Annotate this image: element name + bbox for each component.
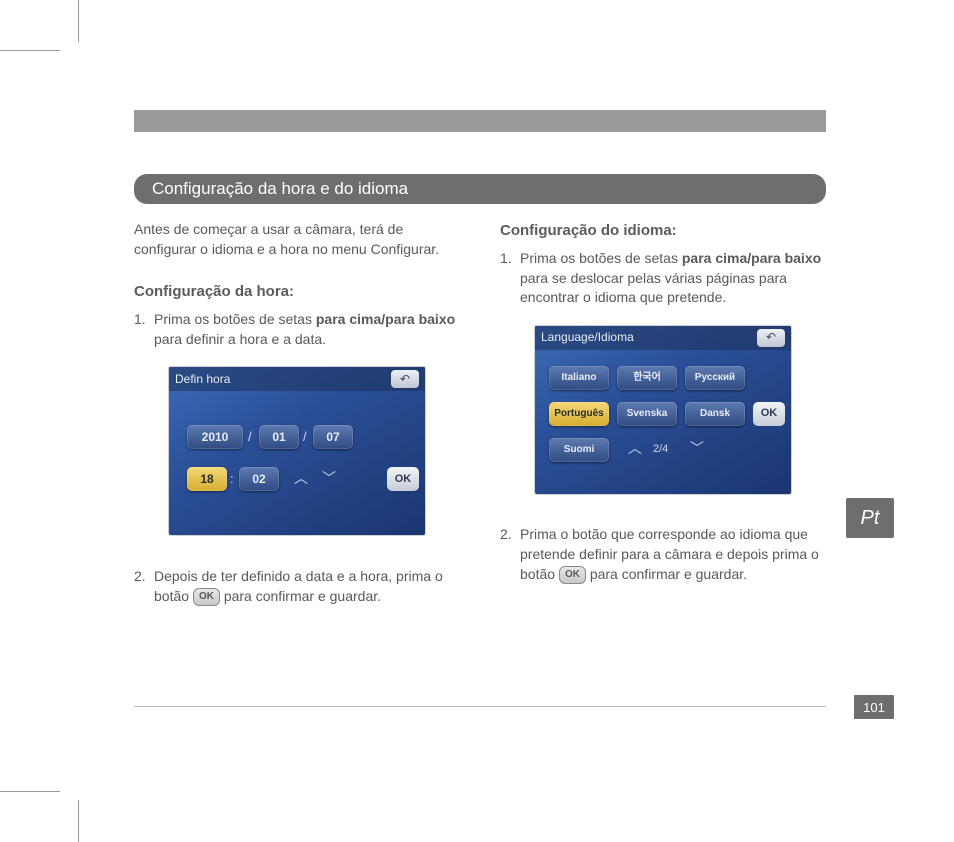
cropmark	[0, 791, 60, 792]
screen-title: Language/Idioma	[541, 329, 634, 346]
chevron-up-icon[interactable]: ︿	[623, 438, 647, 460]
lang-option[interactable]: Svenska	[617, 402, 677, 426]
back-icon[interactable]: ↶	[391, 370, 419, 388]
list-number: 2.	[134, 567, 154, 606]
cropmark	[78, 800, 79, 842]
step-text: para definir a hora e a data.	[154, 331, 326, 347]
day-field[interactable]: 07	[313, 425, 353, 449]
step-bold: para cima/para baixo	[316, 311, 455, 327]
cropmark	[0, 50, 60, 51]
step-bold: para cima/para baixo	[682, 250, 821, 266]
list-number: 1.	[500, 249, 520, 308]
separator: /	[303, 428, 307, 446]
lang-option-selected[interactable]: Português	[549, 402, 609, 426]
right-step-2: 2. Prima o botão que corresponde ao idio…	[500, 525, 826, 584]
screen-title: Defin hora	[175, 371, 230, 388]
chevron-down-icon[interactable]: ﹀	[317, 467, 341, 489]
minute-field[interactable]: 02	[239, 467, 279, 491]
chevron-up-icon[interactable]: ︿	[289, 467, 313, 489]
pager-text: 2/4	[653, 442, 668, 457]
list-number: 2.	[500, 525, 520, 584]
page-content: Configuração da hora e do idioma Antes d…	[134, 110, 874, 618]
step-text: para confirmar e guardar.	[586, 566, 747, 582]
page-number: 101	[854, 695, 894, 719]
step-text: para confirmar e guardar.	[220, 588, 381, 604]
lang-option[interactable]: Русский	[685, 366, 745, 390]
language-tab: Pt	[846, 498, 894, 538]
left-heading: Configuração da hora:	[134, 281, 460, 302]
language-screen: Language/Idioma ↶ Italiano 한국어 Русский P…	[535, 326, 791, 494]
right-step-1: 1. Prima os botões de setas para cima/pa…	[500, 249, 826, 308]
list-number: 1.	[134, 310, 154, 349]
ok-icon: OK	[193, 588, 220, 606]
step-text: Prima os botões de setas	[520, 250, 682, 266]
lang-option[interactable]: Italiano	[549, 366, 609, 390]
ok-icon: OK	[559, 566, 586, 584]
right-column: Configuração do idioma: 1. Prima os botõ…	[500, 220, 826, 618]
step-text: para se deslocar pelas várias páginas pa…	[520, 270, 787, 306]
left-step-1: 1. Prima os botões de setas para cima/pa…	[134, 310, 460, 349]
ok-button[interactable]: OK	[387, 467, 419, 491]
footer-rule	[134, 706, 826, 707]
year-field[interactable]: 2010	[187, 425, 243, 449]
separator: :	[230, 470, 234, 488]
time-screen: Defin hora ↶ 2010 / 01 / 07 18 : 02 ︿ ﹀ …	[169, 367, 425, 535]
month-field[interactable]: 01	[259, 425, 299, 449]
chevron-down-icon[interactable]: ﹀	[685, 438, 709, 460]
right-heading: Configuração do idioma:	[500, 220, 826, 241]
header-bar	[134, 110, 826, 132]
separator: /	[248, 428, 252, 446]
lang-option[interactable]: Suomi	[549, 438, 609, 462]
intro-text: Antes de começar a usar a câmara, terá d…	[134, 220, 460, 259]
lang-option[interactable]: 한국어	[617, 366, 677, 390]
ok-button[interactable]: OK	[753, 402, 785, 426]
step-text: Prima os botões de setas	[154, 311, 316, 327]
section-title: Configuração da hora e do idioma	[134, 174, 826, 204]
lang-option[interactable]: Dansk	[685, 402, 745, 426]
cropmark	[78, 0, 79, 42]
back-icon[interactable]: ↶	[757, 329, 785, 347]
hour-field[interactable]: 18	[187, 467, 227, 491]
left-column: Antes de começar a usar a câmara, terá d…	[134, 220, 460, 618]
left-step-2: 2. Depois de ter definido a data e a hor…	[134, 567, 460, 606]
